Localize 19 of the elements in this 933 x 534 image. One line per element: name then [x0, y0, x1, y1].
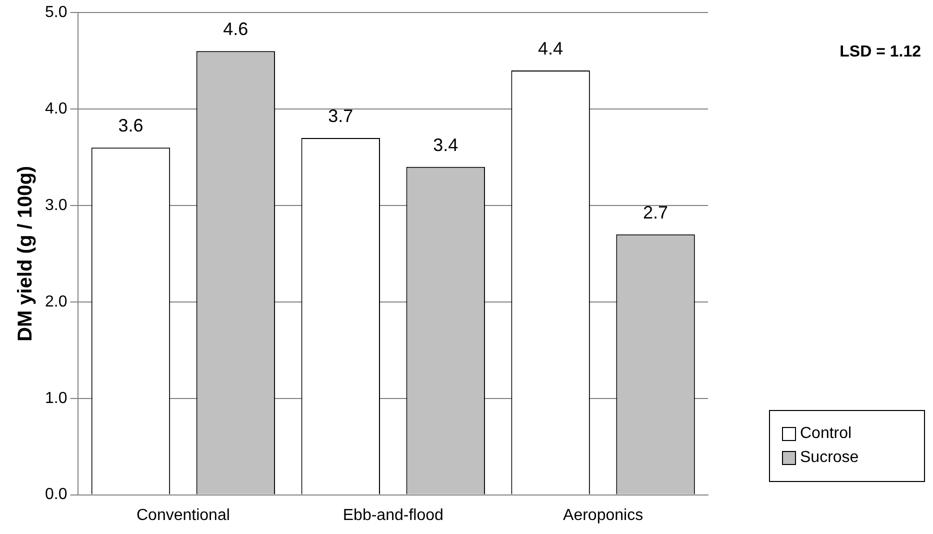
y-tick-label: 2.0 [44, 293, 68, 310]
x-tick-label: Aeroponics [563, 506, 644, 524]
y-tick-label: 5.0 [44, 4, 68, 22]
data-label: 3.6 [118, 116, 144, 136]
data-label: 4.4 [538, 38, 564, 58]
legend-label: Sucrose [800, 449, 859, 467]
x-tick-label: Conventional [136, 506, 230, 524]
y-tick-label: 0.0 [44, 486, 68, 504]
data-label: 3.4 [433, 134, 458, 155]
text: Control [800, 425, 852, 443]
text: LSD = 1.12 [840, 43, 922, 60]
y-tick-label: 3.0 [44, 196, 68, 214]
y-tick-label: 4.0 [44, 100, 68, 118]
data-label: 4.6 [223, 19, 248, 40]
y-axis-title: DM yield (g / 100g) [14, 166, 37, 342]
y-tick-label: 1.0 [44, 390, 68, 407]
x-tick-label: Ebb-and-flood [342, 506, 444, 524]
data-label: 2.7 [643, 202, 668, 222]
data-label: 3.7 [328, 106, 354, 126]
